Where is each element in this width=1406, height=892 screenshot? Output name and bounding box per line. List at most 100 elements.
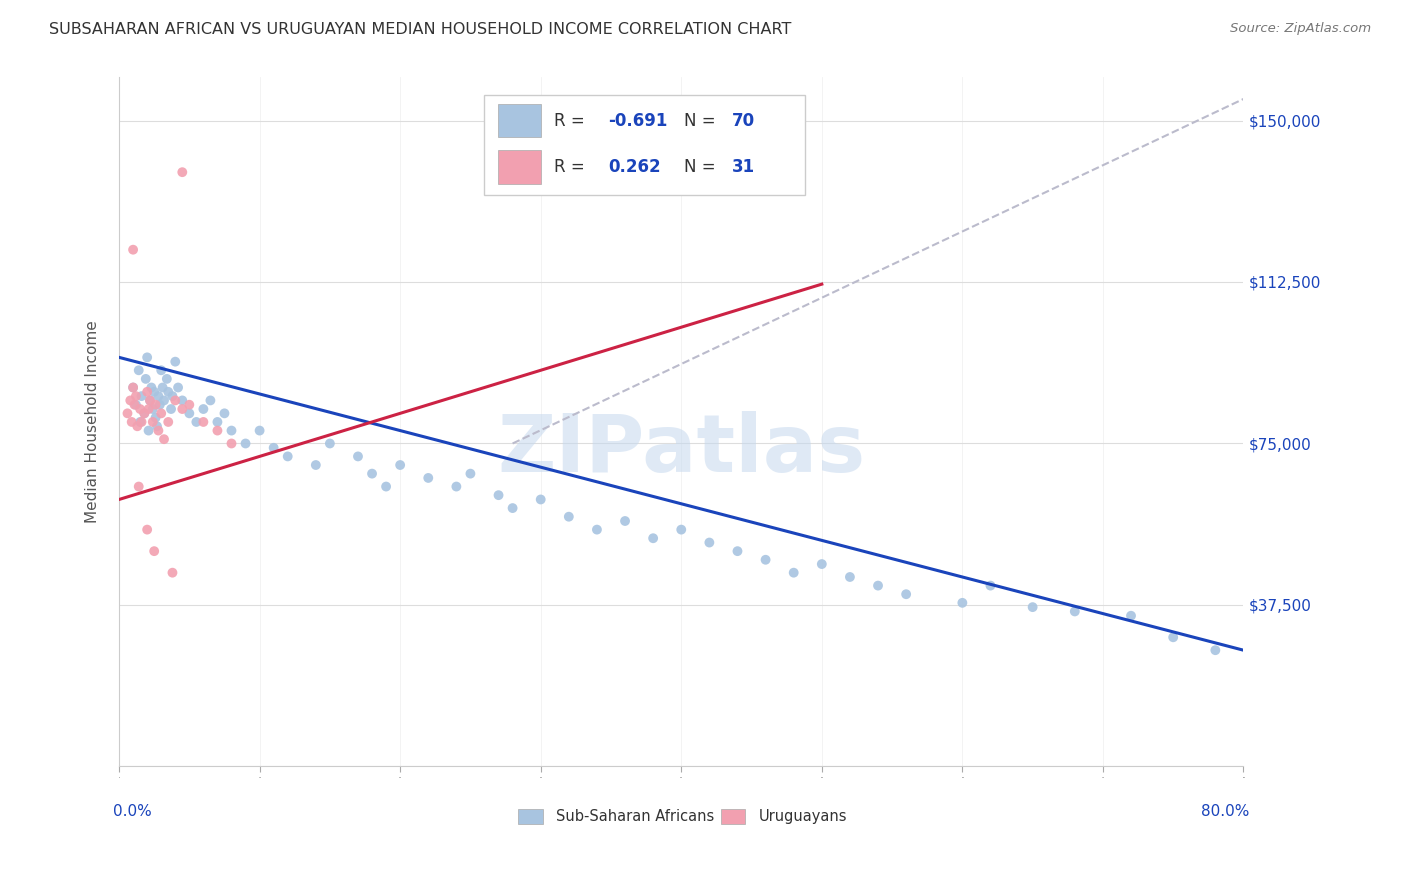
Point <box>143 544 166 558</box>
Text: 0.0%: 0.0% <box>114 805 152 820</box>
Point <box>249 424 271 438</box>
Point <box>157 384 180 399</box>
Point <box>1021 600 1043 615</box>
Point <box>148 424 170 438</box>
Point <box>122 243 145 257</box>
Point <box>1161 630 1184 644</box>
Point <box>134 406 156 420</box>
Point <box>129 415 152 429</box>
Point <box>136 351 159 365</box>
Point <box>160 402 183 417</box>
Point <box>122 380 145 394</box>
Text: Uruguayans: Uruguayans <box>759 808 848 823</box>
Point <box>131 389 153 403</box>
Point <box>389 458 412 472</box>
Point <box>347 450 370 464</box>
Point <box>131 415 153 429</box>
Point <box>143 384 166 399</box>
Text: -0.691: -0.691 <box>609 112 668 130</box>
Point <box>488 488 510 502</box>
Point <box>783 566 806 580</box>
Point <box>135 372 157 386</box>
Point <box>124 398 146 412</box>
Point <box>142 402 165 417</box>
Point <box>179 398 201 412</box>
Point <box>128 479 150 493</box>
FancyBboxPatch shape <box>485 95 806 194</box>
Point <box>811 557 834 571</box>
Point <box>172 165 194 179</box>
Point <box>207 415 229 429</box>
Point <box>139 393 162 408</box>
Point <box>125 398 148 412</box>
Point <box>142 415 165 429</box>
Point <box>149 398 172 412</box>
Point <box>214 406 236 420</box>
Point <box>418 471 440 485</box>
Point <box>838 570 860 584</box>
Bar <box>498 151 541 184</box>
Point <box>305 458 328 472</box>
Point <box>122 380 145 394</box>
Point <box>221 424 243 438</box>
Point <box>979 579 1001 593</box>
Point <box>235 436 257 450</box>
Text: N =: N = <box>683 112 720 130</box>
Point <box>1119 608 1142 623</box>
Point <box>141 380 163 394</box>
Point <box>150 363 173 377</box>
Point <box>727 544 749 558</box>
Point <box>162 389 184 403</box>
Point <box>153 393 176 408</box>
Point <box>125 389 148 403</box>
Text: 70: 70 <box>733 112 755 130</box>
Point <box>614 514 637 528</box>
Point <box>172 402 194 417</box>
Text: ZIPatlas: ZIPatlas <box>498 410 865 489</box>
Point <box>200 393 222 408</box>
Point <box>167 380 190 394</box>
Point <box>129 402 152 417</box>
Point <box>157 415 180 429</box>
Point <box>134 406 156 420</box>
Point <box>263 441 285 455</box>
Text: 0.262: 0.262 <box>609 158 661 176</box>
Point <box>162 566 184 580</box>
Point <box>361 467 384 481</box>
Point <box>179 406 201 420</box>
Point <box>193 415 215 429</box>
Point <box>136 523 159 537</box>
Text: R =: R = <box>554 158 591 176</box>
Point <box>1063 604 1085 618</box>
Point <box>117 406 139 420</box>
Point <box>755 553 778 567</box>
Point <box>121 415 143 429</box>
Point <box>165 393 187 408</box>
Point <box>139 393 162 408</box>
Point <box>460 467 482 481</box>
Point <box>172 393 194 408</box>
Point <box>120 393 142 408</box>
Point <box>146 419 169 434</box>
Point <box>277 450 299 464</box>
Text: R =: R = <box>554 112 591 130</box>
Point <box>150 406 173 420</box>
Text: SUBSAHARAN AFRICAN VS URUGUAYAN MEDIAN HOUSEHOLD INCOME CORRELATION CHART: SUBSAHARAN AFRICAN VS URUGUAYAN MEDIAN H… <box>49 22 792 37</box>
Point <box>866 579 889 593</box>
Point <box>152 380 174 394</box>
Point <box>586 523 609 537</box>
Point <box>894 587 917 601</box>
Point <box>145 398 167 412</box>
Bar <box>519 808 543 823</box>
Point <box>128 363 150 377</box>
Point <box>643 531 665 545</box>
Point <box>193 402 215 417</box>
Point <box>558 509 581 524</box>
Point <box>950 596 973 610</box>
Point <box>136 384 159 399</box>
Text: N =: N = <box>683 158 720 176</box>
Bar <box>498 104 541 137</box>
Point <box>446 479 468 493</box>
Y-axis label: Median Household Income: Median Household Income <box>86 320 100 524</box>
Point <box>153 432 176 446</box>
